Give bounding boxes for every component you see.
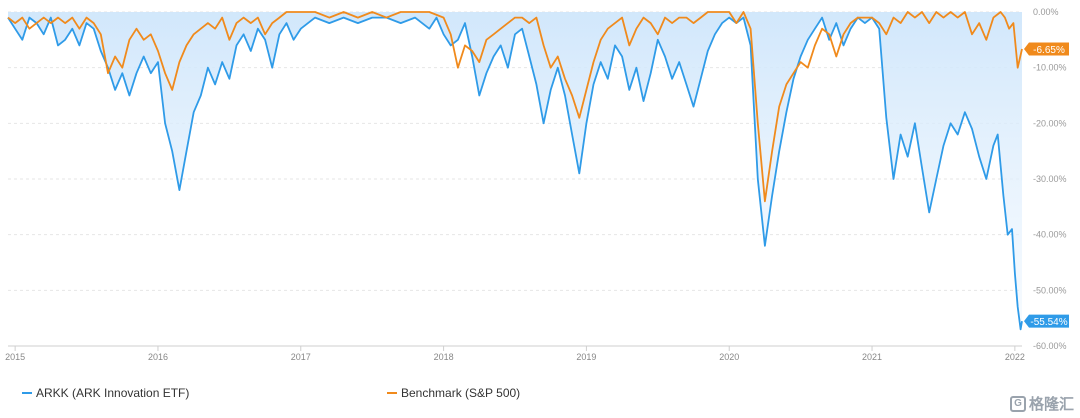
watermark-logo-icon: G [1009, 395, 1026, 412]
series-line-arkk[interactable] [7, 16, 1023, 331]
y-tick-label: -30.00% [1033, 174, 1067, 184]
y-tick-label: -20.00% [1033, 118, 1067, 128]
end-label-text: -55.54% [1030, 317, 1067, 328]
arkk-area-fill [8, 12, 1022, 330]
legend-label-benchmark: Benchmark (S&P 500) [401, 386, 521, 400]
x-tick-label: 2021 [862, 352, 882, 362]
y-tick-label: 0.00% [1033, 7, 1059, 17]
end-label-benchmark: -6.65% [1024, 42, 1069, 56]
y-tick-label: -10.00% [1033, 63, 1067, 73]
legend-swatch-arkk [22, 392, 32, 394]
x-tick-label: 2015 [5, 352, 25, 362]
watermark-text: 格隆汇 [1028, 396, 1074, 413]
end-label-bg [1024, 314, 1069, 328]
y-tick-label: -40.00% [1033, 230, 1067, 240]
x-tick-label: 2018 [434, 352, 454, 362]
drawdown-chart: 0.00% -10.00% -20.00% -30.00% -40.00% -50.00%… [5, 7, 1069, 362]
end-label-text: -6.65% [1033, 45, 1065, 56]
y-tick-label: -50.00% [1033, 285, 1067, 295]
end-label-bg [1024, 42, 1069, 56]
series-line-benchmark[interactable] [7, 11, 1023, 203]
legend-item-benchmark[interactable]: Benchmark (S&P 500) [387, 386, 752, 400]
legend-item-arkk[interactable]: ARKK (ARK Innovation ETF) [22, 386, 387, 400]
x-tick-label: 2022 [1005, 352, 1025, 362]
end-label-arkk: -55.54% [1024, 314, 1069, 328]
y-tick-label: -60.00% [1033, 341, 1067, 351]
watermark: G 格隆汇 [1009, 393, 1074, 414]
legend-label-arkk: ARKK (ARK Innovation ETF) [36, 386, 190, 400]
legend: ARKK (ARK Innovation ETF) Benchmark (S&P… [22, 386, 752, 400]
x-tick-label: 2020 [719, 352, 739, 362]
x-tick-label: 2019 [576, 352, 596, 362]
x-tick-label: 2017 [291, 352, 311, 362]
legend-swatch-benchmark [387, 392, 397, 394]
x-tick-label: 2016 [148, 352, 168, 362]
